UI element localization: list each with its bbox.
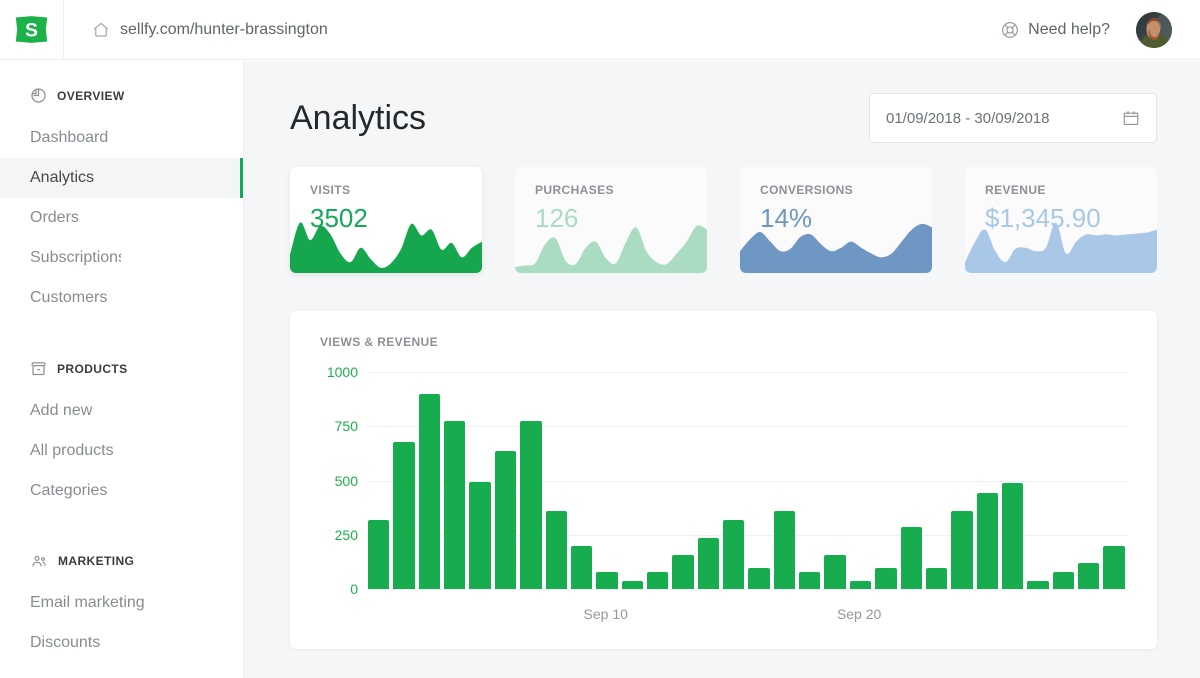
svg-text:S: S [25,19,38,41]
